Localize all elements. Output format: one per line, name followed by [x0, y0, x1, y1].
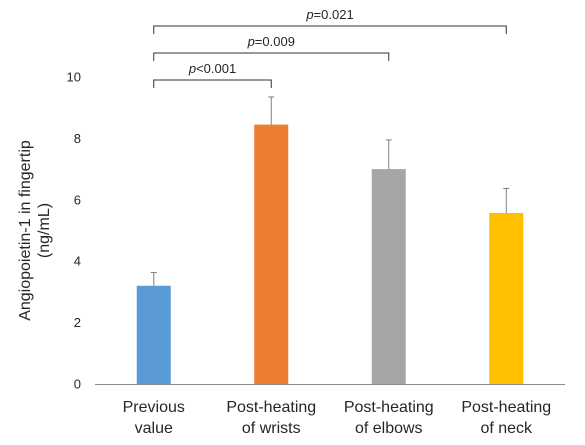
category-label: Post-heating of elbows	[344, 399, 434, 437]
p-symbol: p	[247, 34, 255, 49]
category-label-line: value	[135, 420, 173, 437]
p-value: =0.021	[314, 7, 354, 22]
bars	[136, 96, 524, 385]
y-tick-label: 8	[74, 131, 81, 146]
category-label: Post-heating of neck	[461, 399, 551, 437]
category-label-line: Post-heating	[461, 399, 551, 416]
p-value: =0.009	[255, 34, 295, 49]
y-tick-label: 2	[74, 315, 81, 330]
significance-bracket	[153, 52, 390, 61]
y-axis-label-line: Angiopoietin-1 in fingertip	[17, 140, 34, 321]
y-axis-label-line: (ng/mL)	[36, 203, 53, 258]
category-label-line: of elbows	[355, 420, 423, 437]
p-value-label: p<0.001	[188, 61, 236, 76]
bar	[136, 285, 171, 384]
p-symbol: p	[188, 61, 196, 76]
category-label: Post-heating of wrists	[226, 399, 316, 437]
p-symbol: p	[305, 7, 313, 22]
bar	[254, 124, 289, 385]
y-tick-label: 6	[74, 192, 81, 207]
p-value-label: p=0.009	[247, 34, 295, 49]
category-label-line: Post-heating	[344, 399, 434, 416]
bar	[371, 169, 406, 384]
category-label-line: of wrists	[242, 420, 301, 437]
y-axis-label: Angiopoietin-1 in fingertip (ng/mL)	[17, 140, 53, 321]
p-value-label: p=0.021	[305, 7, 353, 22]
y-axis: 0 2 4 6 8 10	[67, 70, 81, 392]
significance-bracket	[153, 25, 507, 34]
bar	[489, 213, 524, 384]
category-label-line: Post-heating	[226, 399, 316, 416]
category-label: Previous value	[123, 399, 185, 437]
y-tick-label: 4	[74, 254, 81, 269]
significance-bracket	[153, 79, 272, 88]
p-value: <0.001	[196, 61, 236, 76]
category-label-line: of neck	[480, 420, 533, 437]
y-tick-label: 10	[67, 70, 81, 85]
category-label-line: Previous	[123, 399, 185, 416]
y-axis-title: Angiopoietin-1 in fingertip (ng/mL)	[17, 140, 53, 321]
y-tick-label: 0	[74, 377, 81, 392]
